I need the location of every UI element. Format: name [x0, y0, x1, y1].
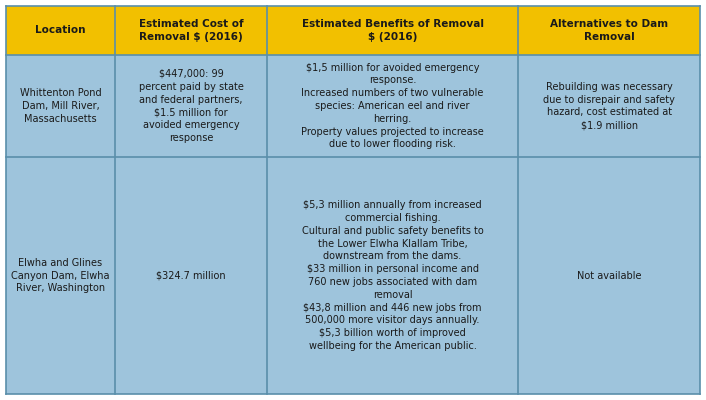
Bar	[6, 157, 115, 394]
Bar	[115, 157, 267, 394]
Bar	[115, 6, 267, 54]
Bar	[115, 54, 267, 157]
Bar	[267, 54, 518, 157]
Bar	[267, 157, 518, 394]
Text: $5,3 million annually from increased
commercial fishing.
Cultural and public saf: $5,3 million annually from increased com…	[301, 200, 484, 351]
Bar	[518, 6, 700, 54]
Text: Estimated Benefits of Removal
$ (2016): Estimated Benefits of Removal $ (2016)	[301, 19, 484, 42]
Bar	[267, 6, 518, 54]
Text: $324.7 million: $324.7 million	[156, 271, 226, 281]
Bar	[518, 54, 700, 157]
Text: Whittenton Pond
Dam, Mill River,
Massachusetts: Whittenton Pond Dam, Mill River, Massach…	[20, 88, 102, 124]
Text: $447,000: 99
percent paid by state
and federal partners,
$1.5 million for
avoide: $447,000: 99 percent paid by state and f…	[138, 69, 244, 143]
Bar	[6, 54, 115, 157]
Text: Not available: Not available	[577, 271, 642, 281]
Text: Location: Location	[35, 25, 86, 35]
Text: Estimated Cost of
Removal $ (2016): Estimated Cost of Removal $ (2016)	[139, 19, 244, 42]
Text: Elwha and Glines
Canyon Dam, Elwha
River, Washington: Elwha and Glines Canyon Dam, Elwha River…	[11, 258, 109, 294]
Bar	[518, 157, 700, 394]
Text: Rebuilding was necessary
due to disrepair and safety
hazard, cost estimated at
$: Rebuilding was necessary due to disrepai…	[544, 82, 675, 130]
Text: Alternatives to Dam
Removal: Alternatives to Dam Removal	[550, 19, 669, 42]
Text: $1,5 million for avoided emergency
response.
Increased numbers of two vulnerable: $1,5 million for avoided emergency respo…	[301, 62, 484, 149]
Bar	[6, 6, 115, 54]
